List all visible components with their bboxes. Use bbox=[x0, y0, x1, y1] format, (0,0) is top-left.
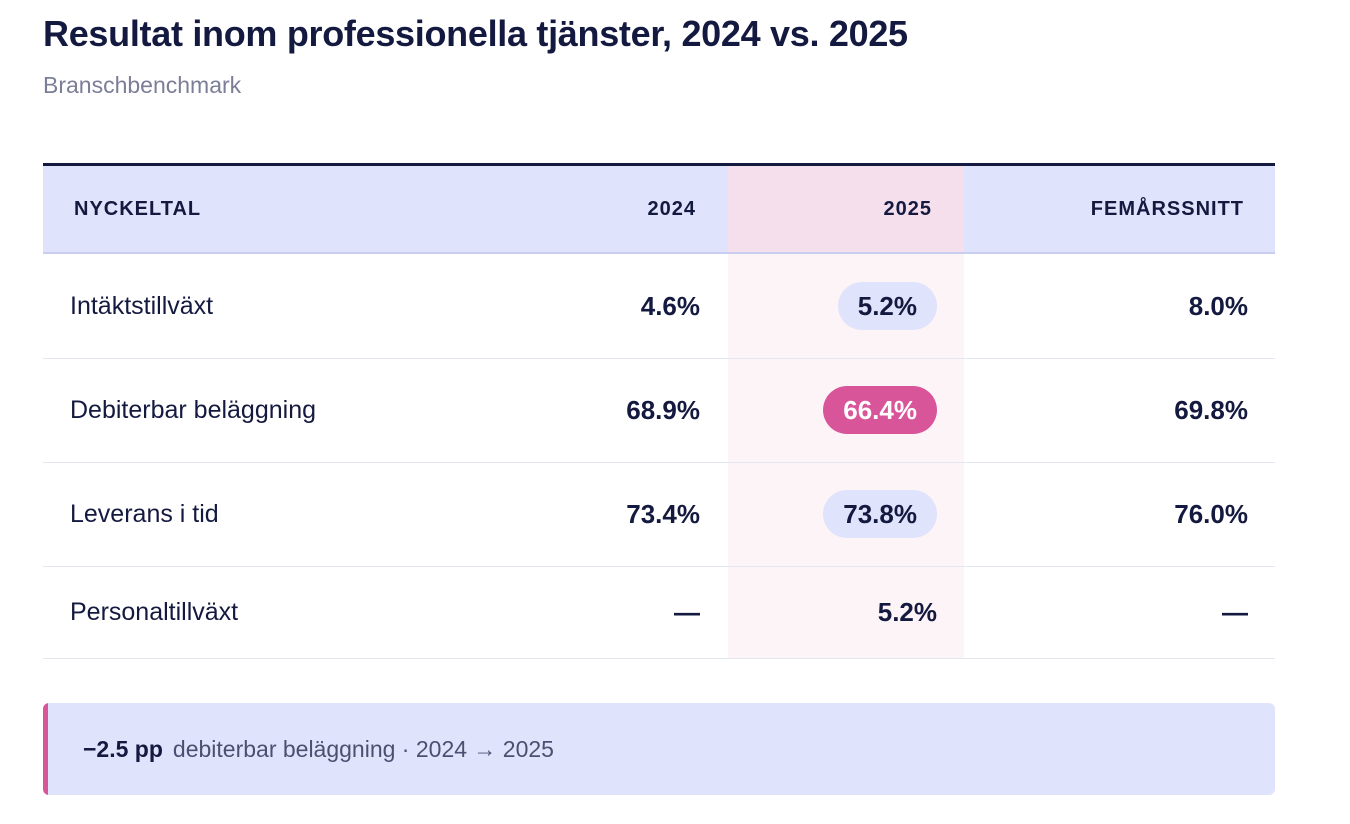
value-2024: — bbox=[674, 597, 700, 627]
value-five-year-avg: — bbox=[1222, 597, 1248, 627]
value-2025-badge-negative: 66.4% bbox=[823, 386, 937, 434]
value-five-year-avg: 69.8% bbox=[1174, 395, 1248, 425]
header-2025: 2025 bbox=[883, 198, 932, 220]
table-row: Intäktstillväxt 4.6% 5.2% 8.0% bbox=[43, 254, 1275, 359]
header-2024: 2024 bbox=[647, 198, 696, 220]
value-2024: 68.9% bbox=[626, 395, 700, 425]
callout-text: −2.5 pp debiterbar beläggning · 2024 → 20… bbox=[83, 703, 554, 795]
metric-label: Intäktstillväxt bbox=[70, 292, 214, 320]
header-highlight-2025 bbox=[728, 166, 964, 252]
callout-accent-bar bbox=[43, 703, 48, 795]
page-title: Resultat inom professionella tjänster, 2… bbox=[43, 13, 908, 54]
header-five-year-avg: FEMÅRSSNITT bbox=[1090, 198, 1244, 220]
value-2024: 4.6% bbox=[640, 291, 700, 321]
value-five-year-avg: 8.0% bbox=[1188, 291, 1248, 321]
value-2025: 5.2% bbox=[877, 597, 937, 627]
table-row: Leverans i tid 73.4% 73.8% 76.0% bbox=[43, 462, 1275, 567]
value-2025-badge: 73.8% bbox=[823, 490, 937, 538]
header-metric: NYCKELTAL bbox=[74, 198, 202, 220]
kpi-table: NYCKELTAL 2024 2025 FEMÅRSSNITT Intäktst… bbox=[43, 163, 1275, 659]
metric-label: Personaltillväxt bbox=[70, 598, 239, 626]
callout-value: −2.5 pp bbox=[83, 736, 163, 762]
table-row: Personaltillväxt — 5.2% — bbox=[43, 566, 1275, 659]
value-2025-badge: 5.2% bbox=[837, 282, 937, 330]
page-subtitle: Branschbenchmark bbox=[43, 72, 242, 98]
value-2024: 73.4% bbox=[626, 499, 700, 529]
metric-label: Debiterbar beläggning bbox=[70, 396, 317, 424]
table-row: Debiterbar beläggning 68.9% 66.4% 69.8% bbox=[43, 358, 1275, 463]
table-header-row: NYCKELTAL 2024 2025 FEMÅRSSNITT bbox=[43, 166, 1275, 254]
metric-label: Leverans i tid bbox=[70, 500, 219, 528]
value-five-year-avg: 76.0% bbox=[1174, 499, 1248, 529]
change-callout: −2.5 pp debiterbar beläggning · 2024 → 20… bbox=[43, 703, 1275, 795]
callout-description: debiterbar beläggning · 2024 → 2025 bbox=[172, 736, 554, 762]
